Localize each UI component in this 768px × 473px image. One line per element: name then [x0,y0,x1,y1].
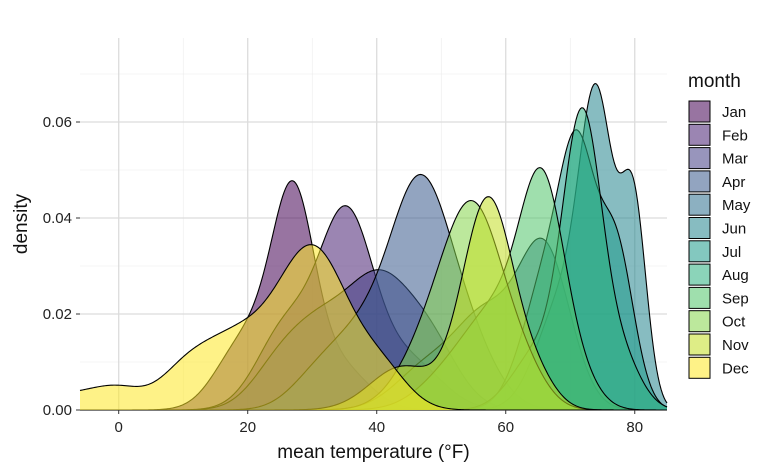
legend-swatch [688,240,711,263]
density-area-apr [80,174,667,410]
y-tick-label: 0.02 [43,306,72,323]
legend-swatch [688,333,711,356]
legend-item-jul: Jul [688,240,741,263]
legend-item-jun: Jun [688,217,746,239]
legend-swatch [688,217,711,239]
legend-swatch [688,147,711,170]
legend-swatch [688,170,711,193]
legend-swatch [688,193,711,216]
legend-item-mar: Mar [688,147,748,170]
legend-swatch [688,286,711,309]
legend-swatch [688,100,711,123]
y-tick-label: 0.04 [43,210,72,227]
x-axis-title: mean temperature (°F) [277,442,469,463]
legend-label: Jan [722,104,746,121]
legend-label: Nov [722,337,749,354]
y-axis-title: density [11,193,32,254]
legend-label: May [722,197,751,214]
density-area-nov [80,196,667,410]
y-tick-label: 0.00 [43,402,72,419]
legend-label: Aug [722,267,749,284]
legend-label: Mar [722,151,748,168]
x-tick-label: 60 [497,419,514,436]
legend-swatch [688,263,711,286]
legend-swatch [688,356,711,379]
legend-item-may: May [688,193,751,216]
legend: month Jan Feb Mar Apr May Jun Jul Aug Sep Oct Nov D… [688,71,751,379]
axes: 0 20 40 60 80 0.00 0.02 0.04 0.06 [43,114,643,436]
density-area-aug [80,107,667,410]
legend-label: Apr [722,174,745,191]
legend-item-sep: Sep [688,286,749,309]
x-tick-label: 80 [626,419,643,436]
legend-label: Dec [722,360,749,377]
density-series [79,82,668,411]
legend-item-dec: Dec [688,356,749,379]
legend-title: month [688,71,741,92]
legend-swatch [688,310,711,333]
legend-swatch [688,123,711,146]
legend-item-feb: Feb [688,123,748,146]
x-tick-label: 20 [239,419,256,436]
x-tick-label: 0 [115,419,123,436]
legend-label: Feb [722,127,748,144]
density-outline-dec [79,244,667,411]
legend-label: Oct [722,314,746,331]
legend-item-oct: Oct [688,310,746,333]
legend-item-jan: Jan [688,100,746,123]
legend-label: Jul [722,244,741,261]
y-tick-label: 0.06 [43,114,72,131]
legend-item-aug: Aug [688,263,749,286]
density-area-dec [80,244,667,410]
legend-item-apr: Apr [688,170,745,193]
legend-label: Jun [722,221,746,238]
x-tick-label: 40 [368,419,385,436]
legend-item-nov: Nov [688,333,749,356]
legend-label: Sep [722,290,749,307]
